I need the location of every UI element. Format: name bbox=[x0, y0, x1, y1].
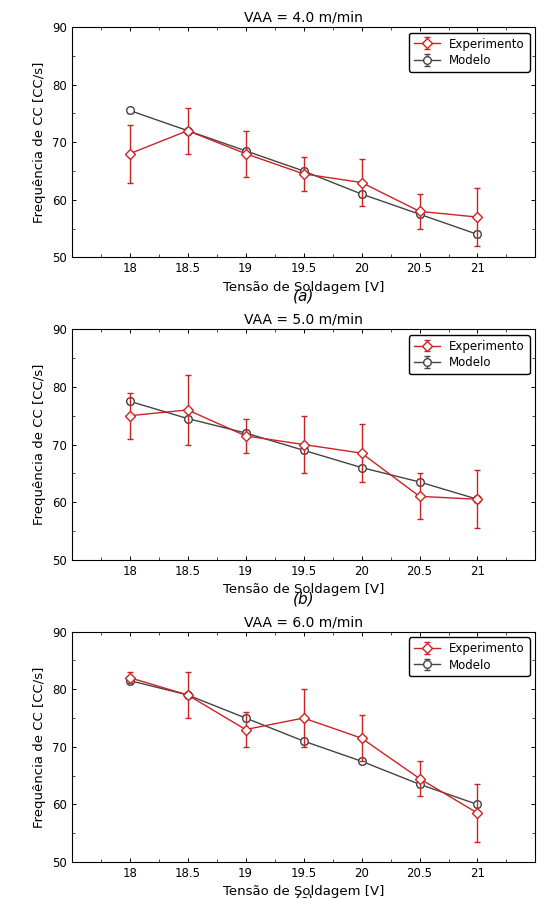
X-axis label: Tensão de Soldagem [V]: Tensão de Soldagem [V] bbox=[223, 885, 384, 898]
Title: VAA = 4.0 m/min: VAA = 4.0 m/min bbox=[244, 11, 363, 24]
X-axis label: Tensão de Soldagem [V]: Tensão de Soldagem [V] bbox=[223, 583, 384, 596]
Text: (b): (b) bbox=[293, 591, 315, 606]
X-axis label: Tensão de Soldagem [V]: Tensão de Soldagem [V] bbox=[223, 281, 384, 294]
Legend: Experimento, Modelo: Experimento, Modelo bbox=[409, 335, 529, 374]
Legend: Experimento, Modelo: Experimento, Modelo bbox=[409, 638, 529, 676]
Y-axis label: Frequência de CC [CC/s]: Frequência de CC [CC/s] bbox=[34, 666, 46, 828]
Text: (a): (a) bbox=[293, 289, 314, 304]
Y-axis label: Frequência de CC [CC/s]: Frequência de CC [CC/s] bbox=[34, 61, 46, 223]
Text: (c): (c) bbox=[294, 894, 314, 898]
Title: VAA = 5.0 m/min: VAA = 5.0 m/min bbox=[244, 313, 363, 327]
Title: VAA = 6.0 m/min: VAA = 6.0 m/min bbox=[244, 615, 363, 629]
Legend: Experimento, Modelo: Experimento, Modelo bbox=[409, 33, 529, 72]
Y-axis label: Frequência de CC [CC/s]: Frequência de CC [CC/s] bbox=[34, 364, 46, 525]
